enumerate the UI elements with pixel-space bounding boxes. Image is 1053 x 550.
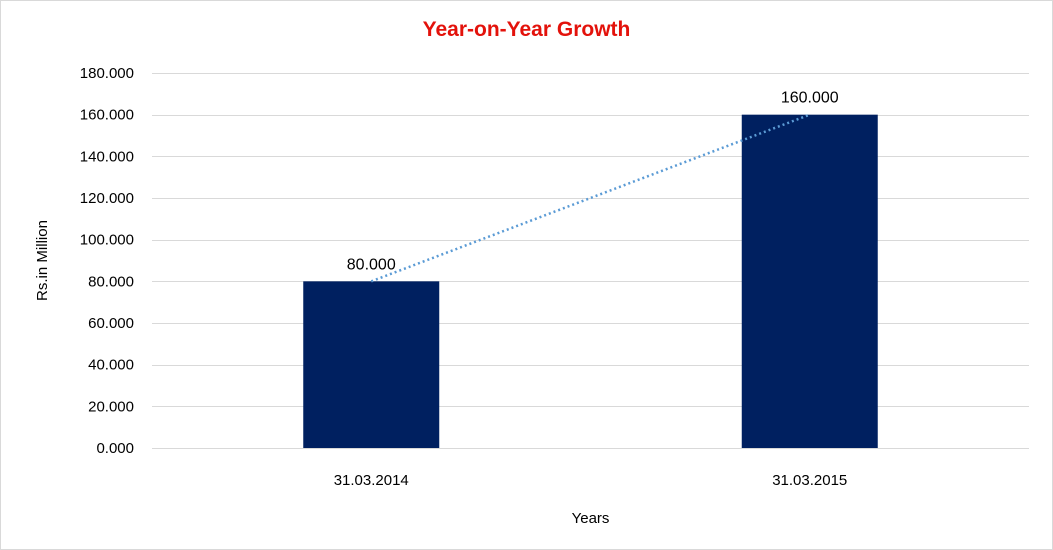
y-tick-label: 100.000 [80,232,134,249]
data-label: 160.000 [781,90,839,107]
y-tick-label: 120.000 [80,190,134,207]
y-tick-labels: 0.000 20.000 40.000 60.000 80.000 100.000 120.… [80,65,134,457]
gridlines [152,73,1029,449]
y-tick-label: 40.000 [88,357,134,374]
bar [741,114,878,449]
x-tick-label: 31.03.2015 [772,472,847,489]
data-labels: 80.000 160.000 [347,90,839,274]
trendline-layer [370,113,811,283]
y-tick-label: 80.000 [88,273,134,290]
y-axis-title: Rs.in Million [34,220,51,301]
y-tick-label: 0.000 [96,440,134,457]
bar [303,281,440,448]
x-tick-label: 31.03.2014 [334,472,409,489]
trendline [370,113,811,283]
y-tick-label: 180.000 [80,65,134,82]
y-tick-label: 160.000 [80,107,134,124]
y-tick-label: 60.000 [88,315,134,332]
bars [303,114,878,449]
data-label: 80.000 [347,256,396,273]
x-axis-title: Years [572,510,610,527]
chart-title: Year-on-Year Growth [422,18,631,41]
y-tick-label: 140.000 [80,148,134,165]
x-tick-labels: 31.03.2014 31.03.2015 [334,472,848,489]
y-tick-label: 20.000 [88,398,134,415]
